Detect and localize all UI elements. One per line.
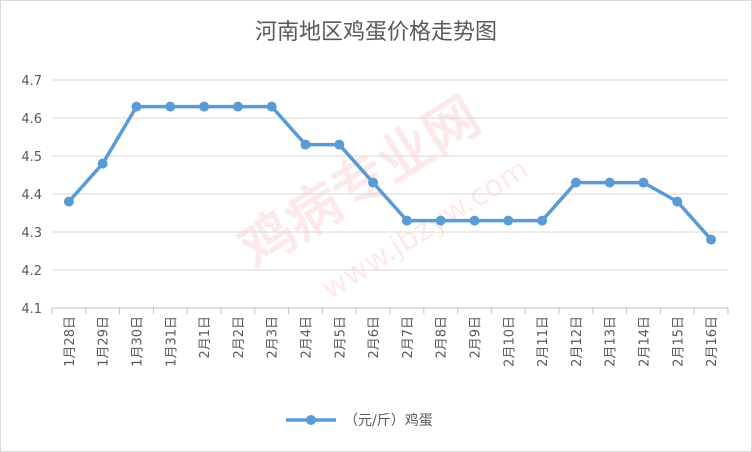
- data-point: [232, 101, 243, 112]
- data-point: [435, 215, 446, 226]
- x-tick-label: 1月29日: [97, 316, 112, 367]
- data-point: [334, 139, 345, 150]
- x-tick-label: 2月8日: [435, 316, 450, 359]
- data-point: [63, 196, 74, 207]
- x-tick-label: 1月30日: [131, 316, 146, 367]
- data-point: [401, 215, 412, 226]
- data-point: [503, 215, 514, 226]
- data-point: [368, 177, 379, 188]
- y-tick-label: 4.4: [21, 188, 42, 203]
- x-tick-label: 2月15日: [671, 316, 686, 367]
- x-tick-label: 2月10日: [502, 316, 517, 367]
- x-tick-label: 2月3日: [266, 316, 281, 359]
- x-tick-label: 2月16日: [705, 316, 720, 367]
- data-point: [537, 215, 548, 226]
- data-point: [638, 177, 649, 188]
- legend-label: （元/斤）鸡蛋: [344, 412, 433, 429]
- x-tick-label: 2月2日: [232, 316, 247, 359]
- chart-title: 河南地区鸡蛋价格走势图: [254, 20, 497, 45]
- data-point: [706, 234, 717, 245]
- x-tick-label: 2月14日: [638, 316, 653, 367]
- x-tick-label: 1月28日: [63, 316, 78, 367]
- y-tick-label: 4.1: [21, 302, 42, 317]
- x-tick-label: 2月7日: [401, 316, 416, 359]
- data-point: [469, 215, 480, 226]
- data-point: [131, 101, 142, 112]
- x-tick-label: 1月31日: [164, 316, 179, 367]
- x-tick-label: 2月12日: [570, 316, 585, 367]
- x-tick-label: 2月13日: [604, 316, 619, 367]
- data-point: [672, 196, 683, 207]
- y-tick-label: 4.7: [21, 74, 42, 89]
- data-point: [266, 101, 277, 112]
- y-tick-label: 4.3: [21, 226, 42, 241]
- y-tick-label: 4.5: [21, 150, 42, 165]
- x-tick-label: 2月11日: [536, 316, 551, 367]
- data-point: [97, 158, 108, 169]
- x-tick-label: 2月6日: [367, 316, 382, 359]
- x-tick-label: 2月9日: [469, 316, 484, 359]
- x-tick-label: 2月5日: [333, 316, 348, 359]
- data-point: [570, 177, 581, 188]
- legend-marker: [306, 415, 316, 425]
- data-point: [199, 101, 210, 112]
- y-tick-label: 4.2: [21, 264, 42, 279]
- y-tick-label: 4.6: [21, 112, 42, 127]
- x-tick-label: 2月4日: [300, 316, 315, 359]
- data-point: [604, 177, 615, 188]
- x-tick-label: 2月1日: [198, 316, 213, 359]
- data-point: [300, 139, 311, 150]
- series-line: [67, 104, 713, 241]
- data-point: [165, 101, 176, 112]
